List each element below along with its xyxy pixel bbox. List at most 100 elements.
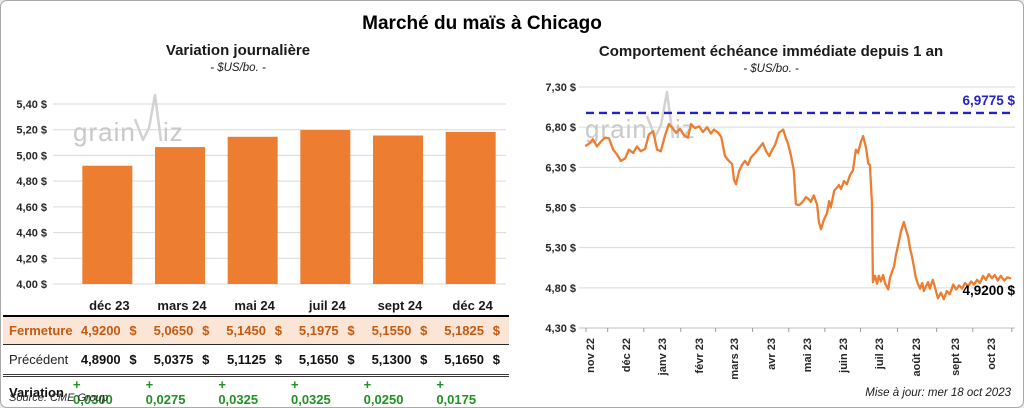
- table-row-fermeture: Fermeture 4,9200 $5,0650 $5,1450 $ 5,1975 $5,1…: [3, 317, 509, 345]
- bar-mai 24: [227, 136, 278, 284]
- table-cell: + 0,0325: [291, 377, 364, 407]
- front-month-line-chart: 7,30 $ 6,80 $ 6,30 $ 5,80 $ 5,30 $ 4,80 $ 4,30…: [545, 82, 1015, 380]
- cell-value: 5,1550: [371, 323, 412, 338]
- cell-value: + 0,0275: [145, 377, 186, 407]
- price-line: [584, 122, 1012, 301]
- watermark-text: grain: [73, 117, 136, 147]
- source-note: Source: CME Group: [9, 392, 109, 404]
- table-cell: 4,9200 $: [73, 323, 146, 338]
- table-cell: 5,1650 $: [436, 352, 509, 367]
- y-axis-label: 5,30 $: [545, 243, 576, 255]
- y-axis-label: 4,80 $: [545, 283, 576, 295]
- table-row-variation: Variation + 0,0300 + 0,0275 + 0,0325 + 0,032…: [3, 377, 509, 407]
- cell-value: 5,1975: [298, 323, 339, 338]
- cell-value: + 0,0325: [290, 377, 331, 407]
- cell-value: 4,8900: [80, 352, 121, 367]
- table-cell: 5,1975 $: [291, 323, 364, 338]
- cell-value: + 0,0300: [73, 377, 113, 407]
- currency-symbol: $: [492, 323, 500, 338]
- watermark-spike-icon: [133, 93, 163, 142]
- cell-value: 4,9200: [80, 323, 121, 338]
- y-axis-label: 4,20 $: [16, 253, 47, 265]
- y-axis-label: 4,80 $: [16, 176, 47, 188]
- y-axis-label: 5,20 $: [16, 125, 47, 137]
- watermark-text: iz: [163, 117, 184, 147]
- x-axis-label: déc 22: [621, 338, 633, 372]
- currency-symbol: $: [420, 352, 428, 367]
- y-axis-label: 4,30 $: [545, 323, 576, 335]
- bar-juil 24: [300, 130, 351, 284]
- daily-variation-bar-chart: 5,40 $ 5,20 $ 5,00 $ 4,80 $ 4,60 $ 4,40 $ 4,20…: [16, 93, 506, 289]
- currency-symbol: $: [347, 323, 355, 338]
- price-table: déc 23 mars 24 mai 24 juil 24 sept 24 déc 24 F…: [3, 289, 509, 407]
- table-cell: + 0,0300: [73, 377, 146, 407]
- table-cell: + 0,0175: [436, 377, 509, 407]
- x-axis-label: août 23: [911, 338, 923, 377]
- currency-symbol: $: [129, 352, 137, 367]
- x-axis-label: juin 23: [838, 338, 850, 374]
- table-cell: 4,8900 $: [73, 352, 146, 367]
- currency-symbol: $: [202, 323, 210, 338]
- x-axis-label: sept 23: [950, 338, 962, 376]
- x-axis-label: janv 23: [657, 338, 669, 376]
- x-axis-label: juil 23: [874, 338, 886, 370]
- y-axis-label: 6,30 $: [545, 162, 576, 174]
- grainwiz-watermark: grain iz: [73, 93, 184, 147]
- cell-value: + 0,0175: [436, 377, 477, 407]
- table-cell: 5,1550 $: [364, 323, 437, 338]
- y-axis-label: 7,30 $: [545, 82, 576, 94]
- column-header: déc 24: [452, 298, 493, 313]
- cell-value: 5,1125: [226, 352, 266, 367]
- cell-value: 5,1650: [444, 352, 484, 367]
- watermark-spike-icon: [645, 90, 675, 139]
- currency-symbol: $: [129, 323, 137, 338]
- cell-value: 5,1300: [371, 352, 412, 367]
- table-cell: 5,1650 $: [291, 352, 364, 367]
- x-axis-label: oct 23: [986, 338, 998, 370]
- cell-value: + 0,0325: [218, 377, 259, 407]
- table-cell: + 0,0275: [146, 377, 219, 407]
- x-axis-label: févr 23: [694, 338, 706, 373]
- page-title: Marché du maïs à Chicago: [362, 13, 602, 34]
- row-label: Variation: [9, 384, 64, 400]
- table-cell: 5,1825 $: [436, 323, 509, 338]
- table-cell: + 0,0325: [218, 377, 291, 407]
- x-axis-label: avr 23: [766, 338, 778, 370]
- daily-variation-subtitle: - $US/bo. -: [210, 62, 266, 74]
- bar-mars 24: [155, 147, 205, 284]
- y-axis-label: 5,40 $: [16, 99, 47, 111]
- column-header: mai 24: [234, 298, 275, 313]
- table-cell: 5,0375 $: [146, 352, 219, 367]
- y-axis-label: 6,80 $: [545, 122, 576, 134]
- row-label: Fermeture: [9, 323, 73, 338]
- cell-value: + 0,0250: [363, 377, 404, 407]
- cell-value: 5,0375: [153, 352, 194, 367]
- table-cell: 5,1300 $: [364, 352, 437, 367]
- cell-value: 5,1650: [298, 352, 339, 367]
- table-cell: 5,1450 $: [218, 323, 291, 338]
- front-month-subtitle: - $US/bo. -: [743, 63, 799, 75]
- x-axis-label: mars 23: [729, 338, 741, 380]
- bar-sept 24: [373, 135, 423, 284]
- column-header: sept 24: [377, 298, 423, 313]
- y-axis-label: 4,40 $: [16, 228, 47, 240]
- cell-value: 5,1825: [444, 323, 484, 338]
- reference-line-label: 6,9775 $: [962, 93, 1015, 108]
- column-header: mars 24: [157, 298, 207, 313]
- y-axis-label: 4,00 $: [16, 279, 47, 289]
- currency-symbol: $: [492, 352, 500, 367]
- currency-symbol: $: [274, 323, 282, 338]
- table-cell: + 0,0250: [364, 377, 437, 407]
- table-cell: 5,1125 $: [218, 352, 291, 367]
- table-row-precedent: Précédent 4,8900 $5,0375 $5,1125 $5,1650 $5,1…: [3, 345, 509, 377]
- watermark-text: iz: [675, 114, 696, 144]
- column-header: juil 24: [308, 298, 346, 313]
- last-price-label: 4,9200 $: [962, 283, 1015, 298]
- currency-symbol: $: [202, 352, 210, 367]
- bar-déc 24: [445, 131, 496, 284]
- row-label: Précédent: [9, 352, 69, 367]
- table-header-row: déc 23 mars 24 mai 24 juil 24 sept 24 déc 24: [3, 289, 509, 317]
- y-axis-label: 5,80 $: [545, 203, 576, 215]
- y-axis-label: 4,60 $: [16, 202, 47, 214]
- cell-value: 5,0650: [153, 323, 194, 338]
